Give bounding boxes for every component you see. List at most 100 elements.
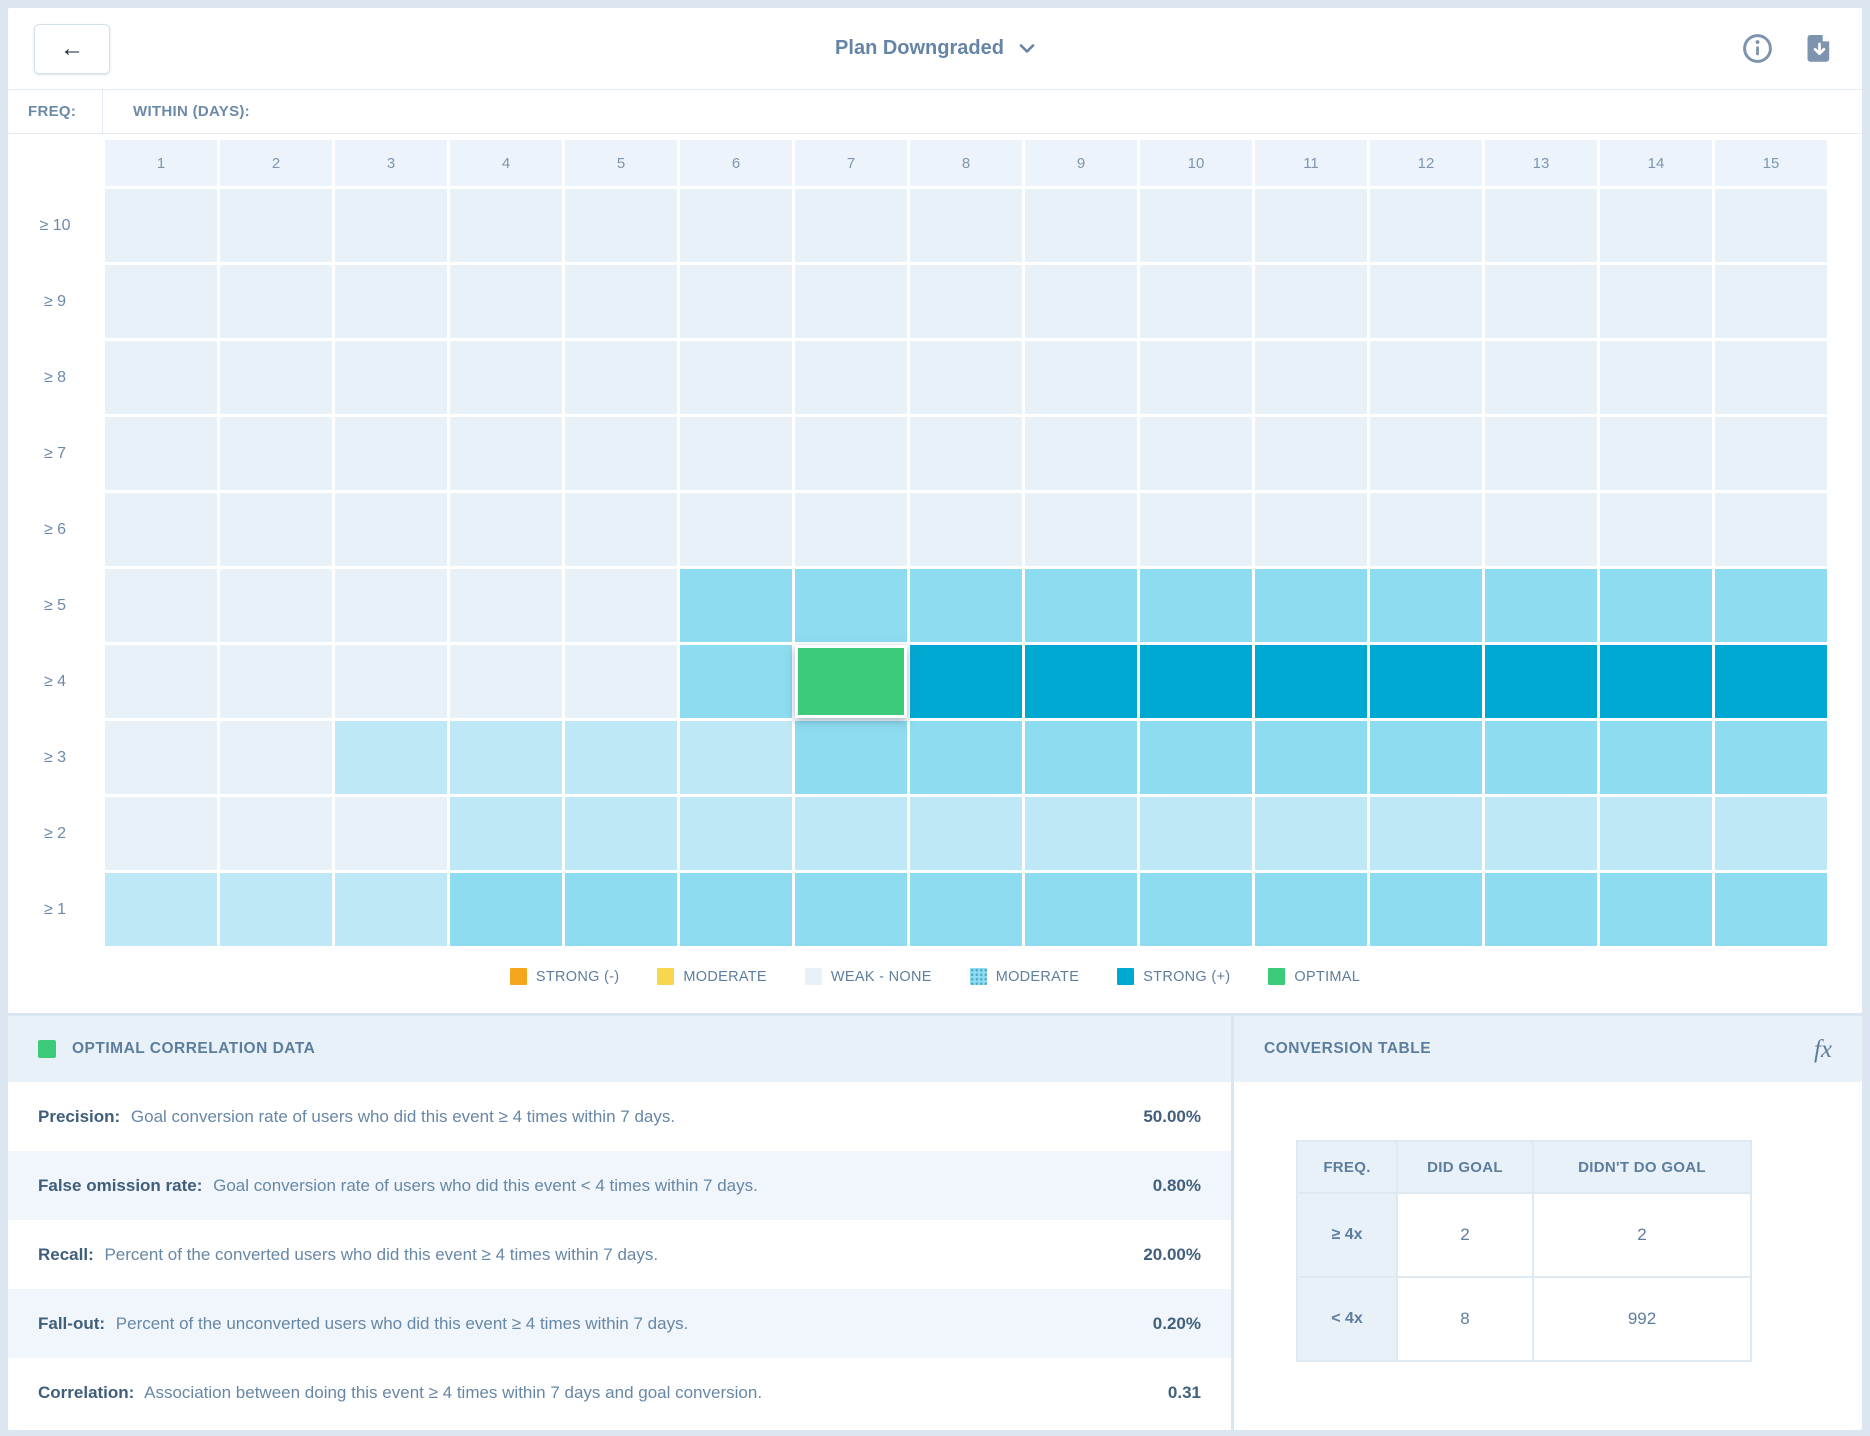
heatmap-cell[interactable] — [910, 645, 1022, 718]
heatmap-cell[interactable] — [105, 493, 217, 566]
heatmap-cell[interactable] — [565, 569, 677, 642]
heatmap-cell[interactable] — [1140, 645, 1252, 718]
heatmap-cell[interactable] — [1255, 645, 1367, 718]
heatmap-cell[interactable] — [680, 265, 792, 338]
optimal-selected-cell[interactable] — [795, 645, 907, 718]
heatmap-cell[interactable] — [1370, 341, 1482, 414]
heatmap-cell[interactable] — [1140, 569, 1252, 642]
heatmap-cell[interactable] — [450, 265, 562, 338]
heatmap-cell[interactable] — [1370, 417, 1482, 490]
heatmap-cell[interactable] — [1600, 721, 1712, 794]
heatmap-cell[interactable] — [1140, 797, 1252, 870]
heatmap-cell[interactable] — [1025, 645, 1137, 718]
heatmap-cell[interactable] — [335, 645, 447, 718]
heatmap-cell[interactable] — [220, 645, 332, 718]
heatmap-cell[interactable] — [1140, 265, 1252, 338]
heatmap-cell[interactable] — [1600, 341, 1712, 414]
heatmap-cell[interactable] — [795, 721, 907, 794]
heatmap-cell[interactable] — [1715, 189, 1827, 262]
heatmap-cell[interactable] — [220, 569, 332, 642]
heatmap-cell[interactable] — [1715, 873, 1827, 946]
heatmap-cell[interactable] — [220, 797, 332, 870]
heatmap-cell[interactable] — [1485, 797, 1597, 870]
heatmap-cell[interactable] — [220, 417, 332, 490]
heatmap-cell[interactable] — [105, 265, 217, 338]
heatmap-cell[interactable] — [450, 341, 562, 414]
heatmap-cell[interactable] — [335, 493, 447, 566]
heatmap-cell[interactable] — [1025, 873, 1137, 946]
heatmap-cell[interactable] — [105, 797, 217, 870]
heatmap-cell[interactable] — [1600, 417, 1712, 490]
heatmap-cell[interactable] — [1485, 721, 1597, 794]
heatmap-cell[interactable] — [1715, 417, 1827, 490]
heatmap-cell[interactable] — [1140, 341, 1252, 414]
heatmap-cell[interactable] — [1255, 341, 1367, 414]
heatmap-cell[interactable] — [680, 493, 792, 566]
heatmap-cell[interactable] — [220, 493, 332, 566]
heatmap-cell[interactable] — [1600, 797, 1712, 870]
heatmap-cell[interactable] — [1140, 873, 1252, 946]
event-dropdown[interactable]: Plan Downgraded — [835, 37, 1035, 60]
heatmap-cell[interactable] — [795, 797, 907, 870]
heatmap-cell[interactable] — [680, 797, 792, 870]
heatmap-cell[interactable] — [1370, 569, 1482, 642]
heatmap-cell[interactable] — [1025, 417, 1137, 490]
heatmap-cell[interactable] — [910, 417, 1022, 490]
heatmap-cell[interactable] — [1370, 493, 1482, 566]
heatmap-cell[interactable] — [680, 645, 792, 718]
heatmap-cell[interactable] — [1485, 569, 1597, 642]
heatmap-cell[interactable] — [680, 721, 792, 794]
heatmap-cell[interactable] — [1255, 721, 1367, 794]
heatmap-cell[interactable] — [220, 189, 332, 262]
heatmap-cell[interactable] — [1255, 797, 1367, 870]
heatmap-cell[interactable] — [450, 873, 562, 946]
heatmap-cell[interactable] — [220, 721, 332, 794]
heatmap-cell[interactable] — [1485, 417, 1597, 490]
heatmap-cell[interactable] — [1485, 645, 1597, 718]
heatmap-cell[interactable] — [795, 417, 907, 490]
heatmap-cell[interactable] — [565, 873, 677, 946]
heatmap-cell[interactable] — [335, 341, 447, 414]
heatmap-cell[interactable] — [565, 189, 677, 262]
heatmap-cell[interactable] — [1715, 645, 1827, 718]
heatmap-cell[interactable] — [105, 341, 217, 414]
heatmap-cell[interactable] — [450, 569, 562, 642]
heatmap-cell[interactable] — [1025, 797, 1137, 870]
heatmap-cell[interactable] — [105, 417, 217, 490]
heatmap-cell[interactable] — [450, 493, 562, 566]
heatmap-cell[interactable] — [105, 569, 217, 642]
heatmap-cell[interactable] — [1600, 645, 1712, 718]
heatmap-cell[interactable] — [1255, 189, 1367, 262]
heatmap-cell[interactable] — [1715, 569, 1827, 642]
heatmap-cell[interactable] — [680, 873, 792, 946]
heatmap-cell[interactable] — [1140, 493, 1252, 566]
heatmap-cell[interactable] — [565, 417, 677, 490]
heatmap-cell[interactable] — [1715, 341, 1827, 414]
heatmap-cell[interactable] — [105, 189, 217, 262]
heatmap-cell[interactable] — [795, 873, 907, 946]
heatmap-cell[interactable] — [795, 265, 907, 338]
heatmap-cell[interactable] — [105, 873, 217, 946]
heatmap-cell[interactable] — [450, 189, 562, 262]
heatmap-cell[interactable] — [1140, 417, 1252, 490]
heatmap-cell[interactable] — [335, 569, 447, 642]
heatmap-cell[interactable] — [1255, 265, 1367, 338]
export-button[interactable] — [1802, 32, 1836, 66]
heatmap-cell[interactable] — [795, 341, 907, 414]
heatmap-cell[interactable] — [1485, 189, 1597, 262]
heatmap-cell[interactable] — [1140, 721, 1252, 794]
heatmap-cell[interactable] — [450, 721, 562, 794]
heatmap-cell[interactable] — [1485, 341, 1597, 414]
heatmap-cell[interactable] — [1600, 265, 1712, 338]
heatmap-cell[interactable] — [1485, 265, 1597, 338]
heatmap-cell[interactable] — [1255, 569, 1367, 642]
heatmap-cell[interactable] — [1140, 189, 1252, 262]
heatmap-cell[interactable] — [565, 265, 677, 338]
heatmap-cell[interactable] — [910, 797, 1022, 870]
heatmap-cell[interactable] — [680, 417, 792, 490]
heatmap-cell[interactable] — [450, 797, 562, 870]
heatmap-cell[interactable] — [220, 341, 332, 414]
heatmap-cell[interactable] — [105, 721, 217, 794]
heatmap-cell[interactable] — [335, 873, 447, 946]
heatmap-cell[interactable] — [1715, 797, 1827, 870]
